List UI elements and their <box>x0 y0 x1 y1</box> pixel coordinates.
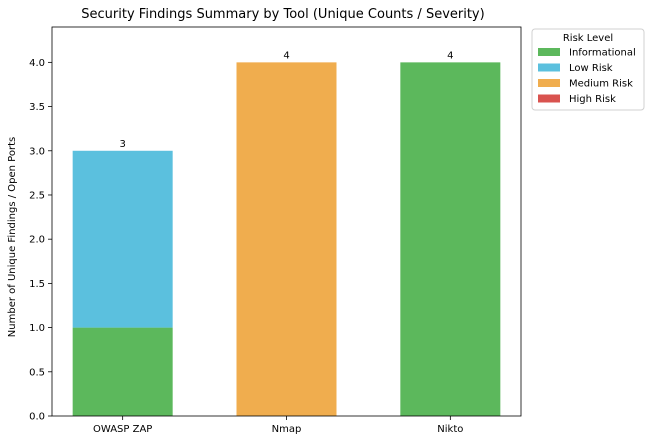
legend-label-medium-risk: Medium Risk <box>569 79 633 90</box>
y-axis-label: Number of Unique Findings / Open Ports <box>7 137 18 337</box>
bar-informational-owasp-zap <box>72 327 173 416</box>
y-tick-label: 0.5 <box>29 367 45 378</box>
legend-title: Risk Level <box>563 33 613 44</box>
bar-medium-risk-nmap <box>236 62 337 416</box>
legend-label-high-risk: High Risk <box>569 94 616 105</box>
y-tick-label: 1.5 <box>29 279 45 290</box>
x-tick-label: OWASP ZAP <box>93 424 152 435</box>
legend-label-low-risk: Low Risk <box>569 63 613 74</box>
legend-swatch-high-risk <box>538 94 560 103</box>
legend-label-informational: Informational <box>569 48 636 59</box>
legend-swatch-medium-risk <box>538 79 560 87</box>
data-label-total: 4 <box>283 50 289 61</box>
legend-swatch-low-risk <box>538 63 560 72</box>
axes-frame <box>51 26 522 417</box>
bar-informational-nikto <box>400 62 501 416</box>
y-tick-label: 2.5 <box>29 190 45 201</box>
x-tick-label: Nikto <box>437 424 463 435</box>
plot-area: 3 OWASP ZAP 4 Nmap 4 Nikto 0.0 0.5 1.0 1.5 2.0 2.5 3… <box>29 26 522 435</box>
legend-swatch-informational <box>538 48 560 56</box>
legend: Risk Level Informational Low Risk Medium Ri… <box>531 28 645 111</box>
y-tick-label: 0.0 <box>29 412 45 423</box>
y-tick-label: 1.0 <box>29 323 45 334</box>
y-tick-label: 2.0 <box>29 235 45 246</box>
bar-low-risk-owasp-zap <box>72 150 173 328</box>
chart-title: Security Findings Summary by Tool (Uniqu… <box>81 7 484 22</box>
x-tick-label: Nmap <box>272 424 302 435</box>
y-tick-label: 4.0 <box>29 58 45 69</box>
y-tick-label: 3.5 <box>29 102 45 113</box>
data-label-total: 3 <box>119 139 125 150</box>
y-tick-label: 3.0 <box>29 146 45 157</box>
data-label-total: 4 <box>447 50 453 61</box>
